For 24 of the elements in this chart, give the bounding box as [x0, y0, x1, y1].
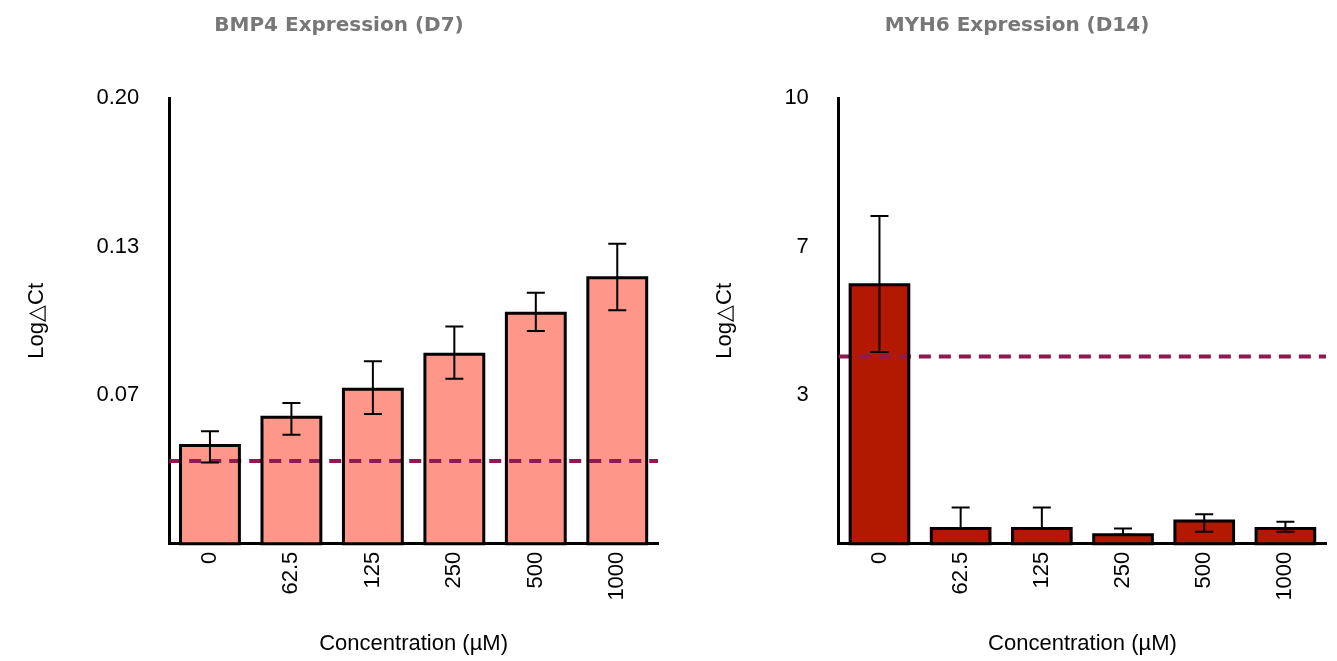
x-tick-label: 0: [196, 551, 222, 564]
x-tick-label: 62.5: [946, 551, 972, 595]
y-tick-label: 3: [796, 381, 809, 407]
x-tick-label: 500: [1190, 551, 1216, 589]
x-axis-title: Concentration (µM): [988, 629, 1177, 655]
x-tick-label: 1000: [1271, 551, 1297, 601]
y-tick-label: 0.07: [96, 381, 140, 407]
y-axis-title: Log△Ct: [711, 282, 737, 359]
x-tick-label: 1000: [603, 551, 629, 601]
x-tick-label: 62.5: [277, 551, 303, 595]
y-axis-title: Log△Ct: [23, 282, 49, 359]
y-tick-label: 0.20: [96, 84, 140, 110]
y-tick-label: 0.13: [96, 232, 140, 258]
chart-title: MYH6 Expression (D14): [884, 12, 1150, 37]
chart-title: BMP4 Expression (D7): [214, 12, 464, 37]
x-tick-label: 0: [865, 551, 891, 564]
x-tick-label: 250: [440, 551, 466, 589]
x-tick-label: 125: [1027, 551, 1053, 589]
x-tick-label: 250: [1109, 551, 1135, 589]
x-axis-title: Concentration (µM): [319, 629, 508, 655]
y-tick-label: 10: [784, 84, 809, 110]
y-tick-label: 7: [796, 232, 809, 258]
x-tick-label: 500: [521, 551, 547, 589]
x-tick-label: 125: [358, 551, 384, 589]
